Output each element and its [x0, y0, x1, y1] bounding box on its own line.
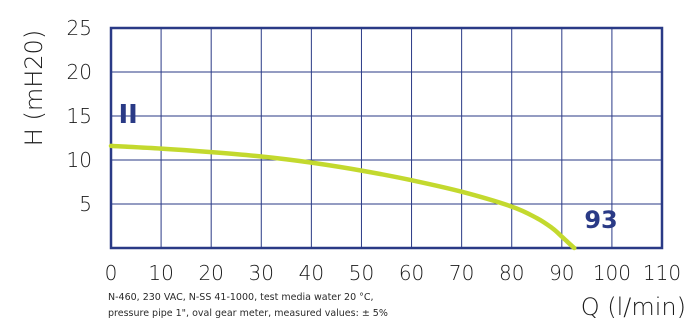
- footnote: N-460, 230 VAC, N-SS 41-1000, test media…: [108, 290, 468, 322]
- y-axis-title: H (mH20): [20, 30, 48, 146]
- x-tick-label-7: 70: [449, 261, 474, 285]
- x-axis-title: Q (l/min): [581, 293, 686, 321]
- annotation-label-0: II: [119, 100, 138, 130]
- grid-lines: [111, 28, 662, 248]
- y-tick-label-3: 20: [67, 60, 92, 84]
- y-tick-label-0: 5: [79, 192, 92, 216]
- y-tick-label-2: 15: [67, 104, 92, 128]
- footnote-line-2: pressure pipe 1", oval gear meter, measu…: [108, 308, 388, 319]
- x-tick-label-6: 60: [399, 261, 424, 285]
- annotation-label-1: 93: [584, 206, 617, 234]
- x-tick-label-1: 10: [148, 261, 173, 285]
- x-tick-label-2: 20: [198, 261, 223, 285]
- x-tick-label-9: 90: [549, 261, 574, 285]
- x-tick-label-11: 110: [643, 261, 681, 285]
- footnote-line-1: N-460, 230 VAC, N-SS 41-1000, test media…: [108, 292, 374, 303]
- series-layer: [108, 143, 577, 251]
- plot-frame: [109, 26, 664, 250]
- y-tick-label-4: 25: [67, 16, 92, 40]
- x-tick-label-4: 40: [299, 261, 324, 285]
- x-tick-label-8: 80: [499, 261, 524, 285]
- x-tick-labels: 0 10 20 30 40 50 60 70 80 90 100 110: [105, 261, 681, 285]
- series-line-0: [108, 143, 577, 251]
- x-tick-label-5: 50: [349, 261, 374, 285]
- annotation-layer: II 93: [119, 100, 618, 234]
- x-tick-label-0: 0: [105, 261, 118, 285]
- y-tick-label-1: 10: [67, 148, 92, 172]
- y-tick-labels: 5 10 15 20 25: [67, 16, 92, 216]
- x-tick-label-10: 100: [593, 261, 631, 285]
- x-tick-label-3: 30: [249, 261, 274, 285]
